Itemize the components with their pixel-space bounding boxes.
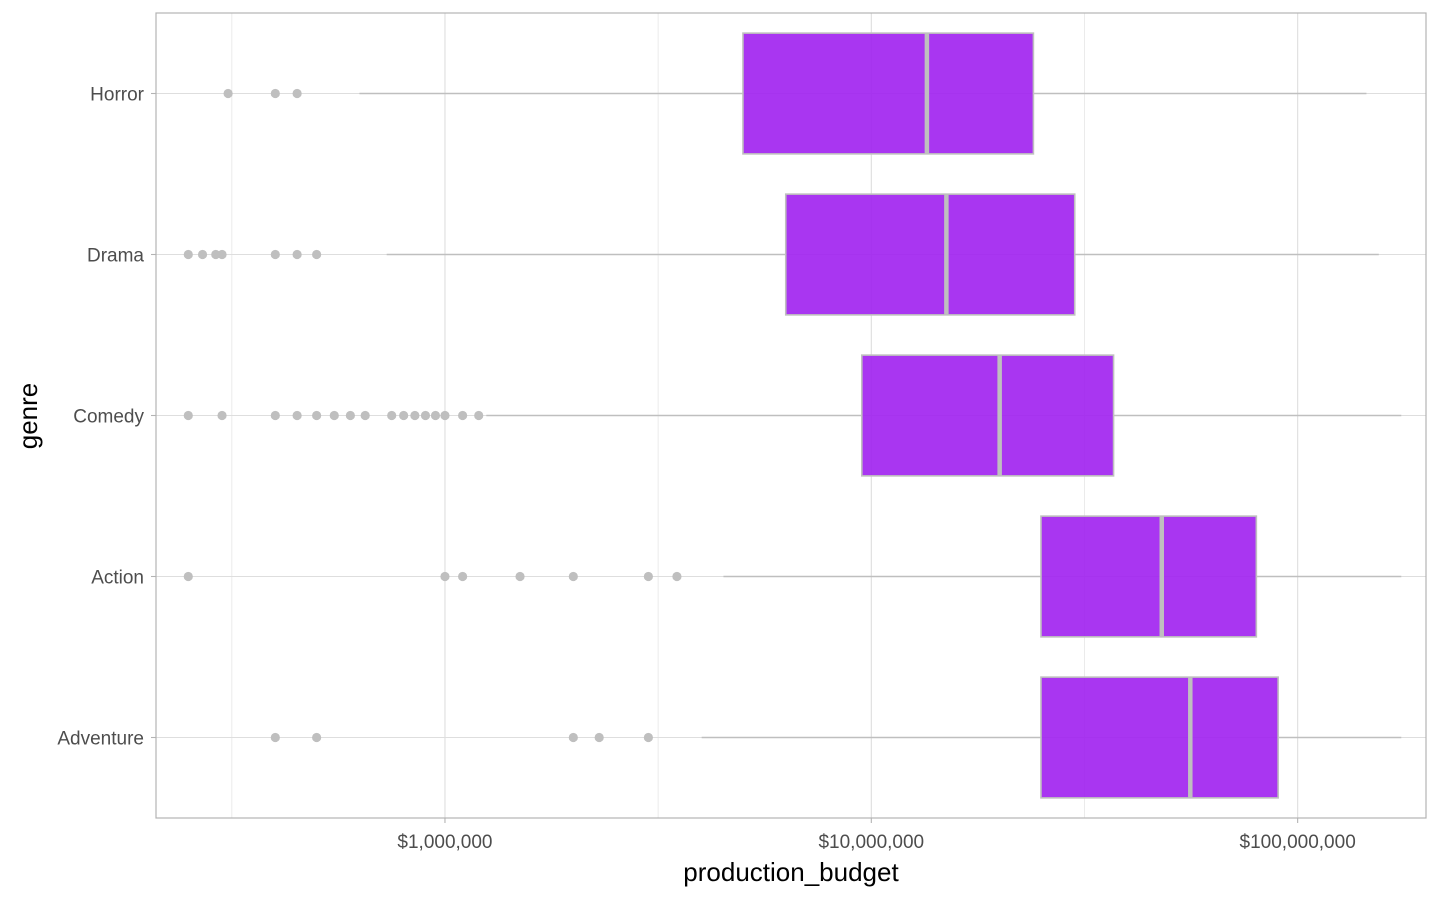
outlier-point [270, 732, 280, 743]
outlier-point [643, 571, 653, 582]
x-tick-label: $10,000,000 [818, 832, 924, 853]
whisker-layer [359, 92, 1402, 739]
iqr-box [861, 354, 1115, 477]
outlier-point [217, 249, 227, 260]
outlier-point [183, 249, 193, 260]
outlier-point [420, 410, 431, 421]
outlier-point [183, 571, 193, 582]
outlier-point [223, 88, 233, 99]
y-axis-title: genre [13, 383, 43, 450]
outlier-point [440, 410, 450, 421]
outlier-point [217, 410, 227, 421]
outlier-point [292, 249, 302, 260]
iqr-box [784, 193, 1076, 316]
y-tick-label: Comedy [73, 407, 144, 428]
outlier-point [515, 571, 525, 582]
outlier-point [292, 410, 302, 421]
outlier-point [568, 732, 578, 743]
outlier-point [430, 410, 441, 421]
y-tick-label: Horror [90, 85, 145, 106]
x-tick-label: $100,000,000 [1240, 832, 1356, 853]
outlier-point [643, 732, 653, 743]
outlier-point [594, 732, 604, 743]
outlier-point [440, 571, 450, 582]
outlier-point [312, 410, 322, 421]
x-tick-label: $1,000,000 [397, 832, 492, 853]
outlier-point [197, 249, 208, 260]
outlier-point [474, 410, 484, 421]
outlier-point [312, 249, 322, 260]
outlier-point [270, 88, 280, 99]
y-tick-label: Action [91, 568, 144, 589]
outlier-point [270, 410, 280, 421]
box-layer [742, 32, 1279, 799]
outlier-point [360, 410, 370, 421]
outlier-layer [183, 88, 682, 743]
y-tick-label: Drama [87, 246, 144, 267]
outlier-point [329, 410, 339, 421]
outlier-point [458, 571, 468, 582]
outlier-point [345, 410, 355, 421]
outlier-point [183, 410, 193, 421]
outlier-point [312, 732, 322, 743]
outlier-point [270, 249, 280, 260]
iqr-box [1040, 676, 1279, 799]
outlier-point [568, 571, 578, 582]
y-axis-ticks: Horror Drama Comedy Action Adventure [57, 85, 156, 750]
x-axis-title: production_budget [683, 857, 899, 887]
outlier-point [292, 88, 302, 99]
y-tick-label: Adventure [57, 729, 144, 750]
x-axis-ticks: $1,000,000 $10,000,000 $100,000,000 [397, 818, 1356, 853]
iqr-box [742, 32, 1035, 155]
outlier-point [458, 410, 468, 421]
iqr-box [1040, 515, 1258, 638]
outlier-point [387, 410, 397, 421]
outlier-point [399, 410, 409, 421]
outlier-point [410, 410, 420, 421]
outlier-point [672, 571, 682, 582]
